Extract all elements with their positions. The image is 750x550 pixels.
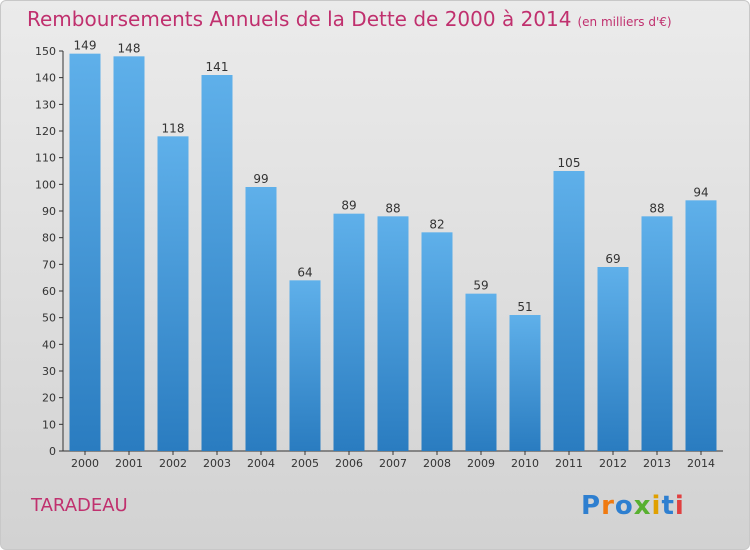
y-tick-label: 80 [42, 232, 56, 245]
bar-2013 [641, 216, 673, 451]
data-label-2003: 141 [206, 60, 229, 74]
logo-letter: P [581, 491, 602, 521]
axes: 0 10 20 30 40 50 60 70 80 90 100 110 120 130 140 150 200… [35, 45, 723, 470]
y-tick-label: 150 [35, 45, 56, 58]
bar-2000 [69, 53, 101, 452]
x-tick-label: 2012 [599, 457, 627, 470]
chart-title: Remboursements Annuels de la Dette de 20… [27, 7, 672, 31]
bars [69, 53, 717, 452]
data-labels: 149 148 118 141 99 64 89 88 82 59 51 105 69 88 94 [74, 39, 709, 314]
x-tick-label: 2002 [159, 457, 187, 470]
logo-letter: i [651, 491, 662, 521]
logo-letter: t [661, 491, 675, 521]
bar-2011 [553, 171, 585, 451]
bar-2010 [509, 315, 541, 451]
y-tick-label: 0 [49, 445, 56, 458]
data-label-2000: 149 [74, 39, 97, 53]
y-tick-label: 90 [42, 205, 56, 218]
bar-2006 [333, 213, 365, 451]
x-tick-label: 2005 [291, 457, 319, 470]
bar-2009 [465, 293, 497, 451]
data-label-2009: 59 [473, 279, 488, 293]
bar-2003 [201, 75, 233, 451]
data-label-2007: 88 [385, 201, 400, 215]
y-tick-label: 30 [42, 365, 56, 378]
logo-letter: r [601, 491, 615, 521]
data-label-2013: 88 [649, 201, 664, 215]
data-label-2008: 82 [429, 217, 444, 231]
bar-2005 [289, 280, 321, 451]
bar-2007 [377, 216, 409, 451]
proxiti-logo: Proxiti [581, 491, 685, 521]
y-tick-label: 130 [35, 98, 56, 111]
y-tick-label: 60 [42, 285, 56, 298]
bar-2002 [157, 136, 189, 452]
data-label-2010: 51 [517, 300, 532, 314]
y-tick-label: 20 [42, 392, 56, 405]
y-tick-label: 100 [35, 178, 56, 191]
y-tick-label: 50 [42, 312, 56, 325]
x-tick-label: 2013 [643, 457, 671, 470]
x-tick-label: 2008 [423, 457, 451, 470]
data-label-2001: 148 [118, 41, 141, 55]
bar-2001 [113, 56, 145, 451]
data-label-2012: 69 [605, 252, 620, 266]
y-tick-label: 10 [42, 418, 56, 431]
data-label-2006: 89 [341, 199, 356, 213]
y-tick-label: 110 [35, 152, 56, 165]
title-main: Remboursements Annuels de la Dette de 20… [27, 7, 572, 31]
logo-letter: i [674, 491, 685, 521]
data-label-2005: 64 [297, 265, 312, 279]
bar-2004 [245, 187, 277, 451]
x-tick-label: 2001 [115, 457, 143, 470]
y-tick-label: 40 [42, 338, 56, 351]
data-label-2011: 105 [558, 156, 581, 170]
data-label-2004: 99 [253, 172, 268, 186]
x-tick-label: 2014 [687, 457, 715, 470]
bar-2008 [421, 232, 453, 451]
x-tick-label: 2000 [71, 457, 99, 470]
x-tick-label: 2011 [555, 457, 583, 470]
logo-letter: o [614, 491, 634, 521]
logo-letter: x [633, 491, 652, 521]
x-tick-label: 2007 [379, 457, 407, 470]
x-tick-label: 2006 [335, 457, 363, 470]
y-tick-label: 70 [42, 258, 56, 271]
x-tick-label: 2009 [467, 457, 495, 470]
y-tick-label: 120 [35, 125, 56, 138]
commune-name: TARADEAU [31, 495, 128, 516]
bar-2014 [685, 200, 717, 451]
x-tick-label: 2004 [247, 457, 275, 470]
title-subtitle: (en milliers d'€) [577, 15, 672, 29]
y-tick-label: 140 [35, 72, 56, 85]
data-label-2002: 118 [162, 121, 185, 135]
x-tick-label: 2010 [511, 457, 539, 470]
x-tick-label: 2003 [203, 457, 231, 470]
data-label-2014: 94 [693, 185, 708, 199]
bar-2012 [597, 267, 629, 451]
